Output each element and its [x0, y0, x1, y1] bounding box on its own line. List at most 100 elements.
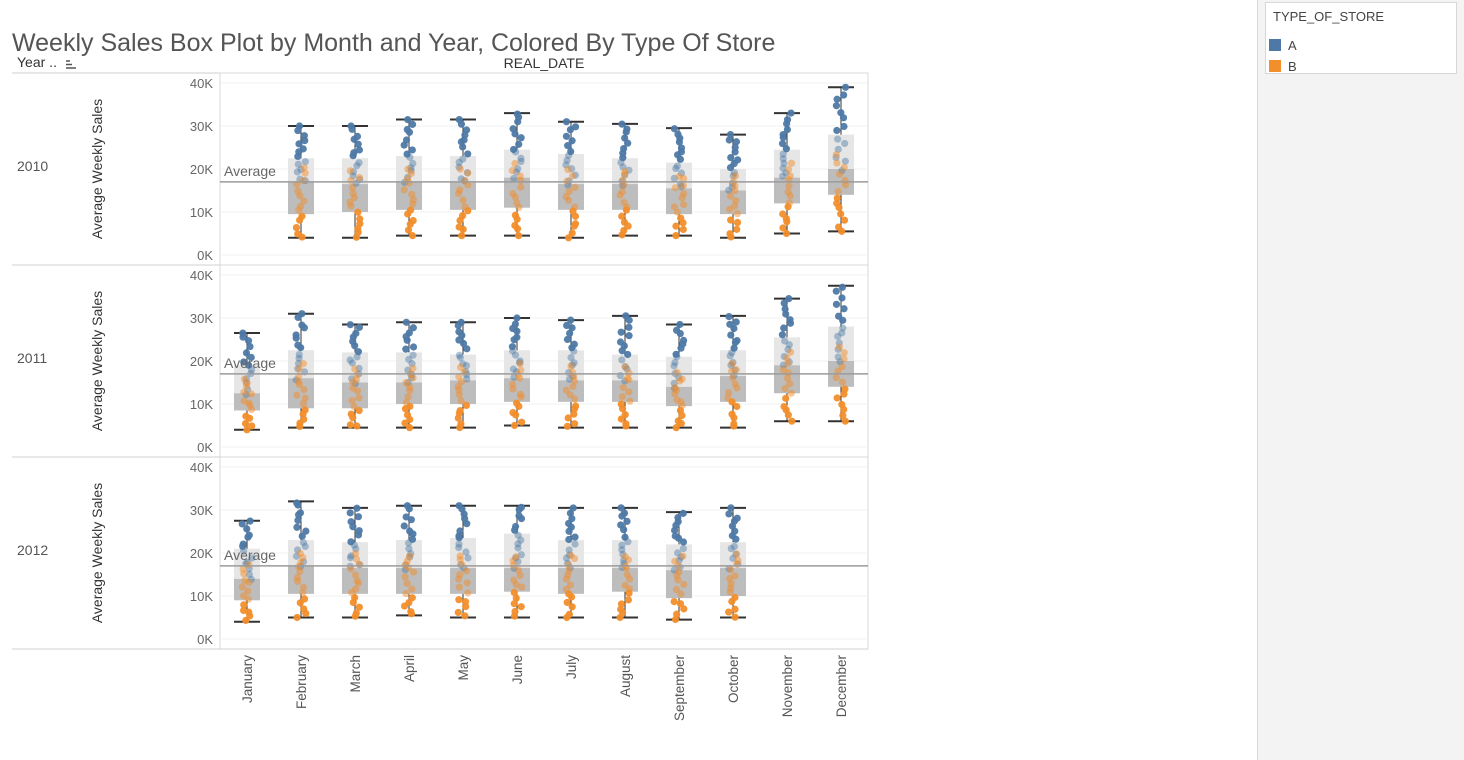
point-type-a[interactable] — [350, 149, 358, 157]
point-type-b[interactable] — [354, 208, 362, 216]
point-type-b[interactable] — [293, 613, 301, 622]
point-type-a[interactable] — [513, 110, 521, 118]
point-type-b[interactable] — [565, 187, 573, 195]
point-type-b[interactable] — [618, 187, 626, 196]
point-type-a[interactable] — [617, 328, 625, 336]
point-type-b[interactable] — [294, 187, 302, 195]
point-type-a[interactable] — [727, 544, 735, 553]
point-type-b[interactable] — [568, 172, 577, 180]
point-type-a[interactable] — [618, 546, 626, 554]
point-type-b[interactable] — [292, 223, 301, 232]
point-type-b[interactable] — [517, 603, 525, 611]
point-type-b[interactable] — [348, 397, 356, 405]
point-type-a[interactable] — [402, 136, 411, 144]
point-type-b[interactable] — [782, 229, 791, 238]
point-type-b[interactable] — [732, 197, 740, 205]
point-type-a[interactable] — [571, 123, 580, 131]
point-type-a[interactable] — [786, 316, 794, 324]
point-type-b[interactable] — [238, 583, 246, 591]
point-type-a[interactable] — [346, 554, 355, 562]
point-type-a[interactable] — [673, 162, 681, 170]
point-type-b[interactable] — [673, 396, 681, 404]
point-type-a[interactable] — [456, 354, 464, 362]
point-type-a[interactable] — [841, 157, 849, 165]
point-type-b[interactable] — [569, 382, 577, 391]
legend[interactable]: TYPE_OF_STORE A B — [1265, 2, 1457, 74]
row-header-year[interactable]: 2011 — [17, 350, 47, 366]
point-type-a[interactable] — [779, 172, 787, 180]
point-type-a[interactable] — [298, 321, 306, 329]
point-type-a[interactable] — [567, 353, 575, 362]
point-type-b[interactable] — [462, 567, 471, 575]
point-type-b[interactable] — [356, 215, 364, 223]
point-type-a[interactable] — [292, 331, 300, 339]
point-type-a[interactable] — [725, 312, 733, 321]
point-type-a[interactable] — [727, 504, 735, 512]
point-type-a[interactable] — [245, 570, 253, 578]
point-type-a[interactable] — [778, 139, 787, 148]
point-type-a[interactable] — [671, 358, 679, 367]
point-type-b[interactable] — [729, 373, 737, 382]
point-type-b[interactable] — [456, 165, 464, 173]
point-type-b[interactable] — [781, 384, 789, 393]
point-type-a[interactable] — [403, 125, 411, 134]
point-type-b[interactable] — [724, 394, 732, 402]
point-type-b[interactable] — [731, 172, 739, 180]
point-type-a[interactable] — [672, 326, 681, 334]
point-type-a[interactable] — [730, 344, 738, 352]
point-type-a[interactable] — [780, 159, 788, 167]
point-type-a[interactable] — [618, 120, 626, 128]
point-type-a[interactable] — [835, 312, 843, 320]
point-type-b[interactable] — [567, 551, 575, 559]
point-type-b[interactable] — [680, 201, 688, 209]
point-type-b[interactable] — [733, 402, 741, 411]
point-type-b[interactable] — [571, 203, 579, 211]
column-field-header[interactable]: REAL_DATE — [504, 55, 585, 71]
point-type-b[interactable] — [240, 397, 248, 405]
point-type-b[interactable] — [458, 232, 466, 240]
point-type-b[interactable] — [516, 390, 525, 398]
point-type-b[interactable] — [677, 590, 685, 598]
point-type-b[interactable] — [672, 585, 681, 594]
point-type-b[interactable] — [835, 170, 844, 178]
point-type-b[interactable] — [570, 410, 578, 418]
point-type-b[interactable] — [571, 183, 579, 191]
point-type-b[interactable] — [347, 565, 355, 573]
point-type-a[interactable] — [462, 548, 470, 556]
point-type-a[interactable] — [568, 324, 576, 332]
point-type-b[interactable] — [833, 194, 841, 202]
point-type-b[interactable] — [572, 402, 580, 410]
point-type-a[interactable] — [571, 540, 579, 548]
box-february-2012[interactable] — [288, 499, 314, 622]
point-type-a[interactable] — [455, 543, 463, 552]
point-type-b[interactable] — [625, 388, 633, 396]
point-type-b[interactable] — [675, 568, 683, 576]
point-type-a[interactable] — [517, 503, 525, 511]
point-type-a[interactable] — [563, 335, 572, 344]
point-type-a[interactable] — [616, 338, 625, 346]
point-type-b[interactable] — [408, 594, 416, 602]
point-type-a[interactable] — [246, 342, 254, 351]
point-type-a[interactable] — [295, 140, 303, 148]
point-type-b[interactable] — [239, 592, 248, 600]
point-type-a[interactable] — [725, 510, 733, 518]
point-type-a[interactable] — [617, 504, 625, 512]
point-type-b[interactable] — [734, 556, 742, 564]
box-march-2011[interactable] — [342, 321, 368, 430]
point-type-a[interactable] — [355, 527, 363, 535]
point-type-b[interactable] — [571, 220, 580, 228]
point-type-b[interactable] — [299, 176, 307, 185]
point-type-b[interactable] — [784, 165, 793, 173]
point-type-b[interactable] — [779, 224, 787, 232]
point-type-a[interactable] — [455, 328, 463, 336]
point-type-b[interactable] — [300, 605, 308, 613]
point-type-b[interactable] — [509, 189, 517, 198]
point-type-b[interactable] — [457, 420, 465, 428]
point-type-a[interactable] — [567, 147, 575, 156]
point-type-a[interactable] — [408, 535, 417, 543]
point-type-b[interactable] — [679, 190, 688, 198]
point-type-b[interactable] — [782, 394, 790, 402]
point-type-a[interactable] — [517, 536, 525, 544]
point-type-b[interactable] — [518, 418, 526, 426]
point-type-b[interactable] — [402, 398, 410, 407]
